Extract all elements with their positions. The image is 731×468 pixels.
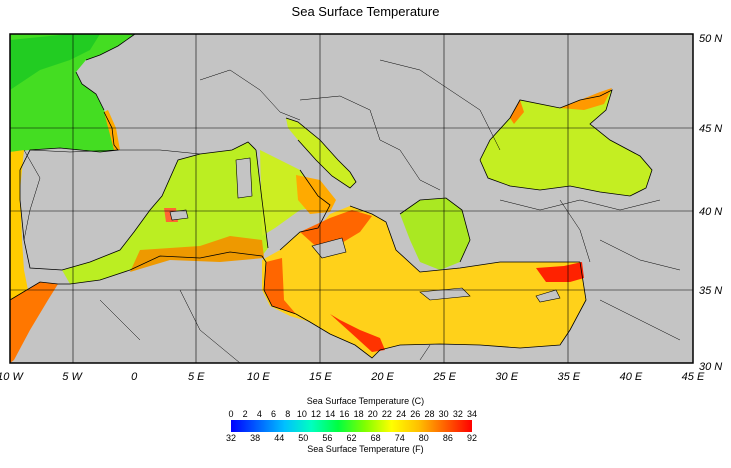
legend-colorbar — [231, 420, 472, 432]
legend-celsius-tick: 8 — [285, 409, 290, 419]
legend-celsius-tick: 6 — [271, 409, 276, 419]
lon-tick-label: 30 E — [495, 371, 518, 383]
legend-celsius-tick: 12 — [311, 409, 321, 419]
lon-tick-label: 45 E — [682, 371, 705, 383]
cyprus — [535, 289, 561, 303]
aegean-sea — [400, 198, 470, 270]
gulf-of-sidra — [330, 314, 385, 352]
lon-tick-label: 25 E — [432, 371, 456, 383]
legend-celsius-tick: 4 — [257, 409, 262, 419]
crete — [419, 287, 471, 301]
legend-celsius-tick: 2 — [243, 409, 248, 419]
map-area — [10, 34, 693, 363]
lon-tick-label: 10 W — [0, 371, 24, 383]
legend-fahrenheit-tick: 92 — [467, 433, 477, 443]
ionian-warm-band — [300, 210, 372, 250]
legend-fahrenheit-tick: 56 — [322, 433, 332, 443]
lat-tick-label: 30 N — [699, 361, 722, 373]
lat-tick-label: 45 N — [699, 123, 722, 135]
legend-title-celsius: Sea Surface Temperature (C) — [306, 396, 425, 406]
legend-celsius-tick: 14 — [325, 409, 335, 419]
graticule — [10, 34, 693, 363]
map-frame — [9, 33, 694, 364]
black-sea — [480, 90, 652, 196]
legend-celsius-tick: 22 — [382, 409, 392, 419]
legend-fahrenheit-tick: 50 — [298, 433, 308, 443]
latitude-ticks: 50 N 45 N 40 N 35 N 30 N — [699, 33, 722, 373]
balearic-islands — [169, 209, 189, 221]
corsica-sardinia — [235, 157, 253, 199]
legend-fahrenheit-tick: 32 — [226, 433, 236, 443]
tyrrhenian-south — [296, 175, 336, 214]
lat-tick-label: 40 N — [699, 206, 722, 218]
legend-fahrenheit-tick: 44 — [274, 433, 284, 443]
legend-celsius-tick: 10 — [297, 409, 307, 419]
adriatic-sea — [286, 118, 356, 188]
legend-celsius-tick: 0 — [228, 409, 233, 419]
legend-fahrenheit-ticks: 32 38 44 50 56 62 68 74 80 86 92 — [226, 433, 477, 443]
atlantic-far-north — [10, 34, 100, 90]
legend-fahrenheit-tick: 38 — [250, 433, 260, 443]
legend-celsius-tick: 20 — [368, 409, 378, 419]
lon-tick-label: 40 E — [620, 371, 643, 383]
legend-celsius-ticks: 0 2 4 6 8 10 12 14 16 18 20 22 24 26 28 30 32 34 — [228, 409, 477, 419]
black-sea-nw-warm — [510, 100, 524, 124]
legend-fahrenheit-tick: 62 — [346, 433, 356, 443]
legend-fahrenheit-tick: 68 — [371, 433, 381, 443]
lon-tick-label: 15 E — [309, 371, 332, 383]
lon-tick-label: 0 — [131, 371, 138, 383]
lon-tick-label: 5 E — [188, 371, 205, 383]
lon-tick-label: 10 E — [247, 371, 270, 383]
legend-celsius-tick: 34 — [467, 409, 477, 419]
legend-title-fahrenheit: Sea Surface Temperature (F) — [307, 444, 424, 454]
lon-tick-label: 5 W — [62, 371, 83, 383]
coastlines — [10, 34, 653, 359]
lon-tick-label: 20 E — [370, 371, 394, 383]
lat-tick-label: 35 N — [699, 285, 722, 297]
legend-celsius-tick: 30 — [439, 409, 449, 419]
legend-fahrenheit-tick: 86 — [443, 433, 453, 443]
legend-celsius-tick: 16 — [339, 409, 349, 419]
sicily — [311, 237, 347, 259]
legend-celsius-tick: 24 — [396, 409, 406, 419]
atlantic-morocco — [10, 282, 58, 363]
map-title: Sea Surface Temperature — [291, 4, 440, 19]
legend-fahrenheit-tick: 74 — [395, 433, 405, 443]
legend-celsius-tick: 32 — [453, 409, 463, 419]
legend-celsius-tick: 18 — [354, 409, 364, 419]
levant-hotspot — [536, 262, 584, 282]
lon-tick-label: 35 E — [557, 371, 580, 383]
longitude-ticks: 10 W 5 W 0 5 E 10 E 15 E 20 E 25 E 30 E 35 E 40 E 4… — [0, 371, 705, 383]
borders — [23, 59, 681, 363]
legend-celsius-tick: 28 — [424, 409, 434, 419]
legend-fahrenheit-tick: 80 — [419, 433, 429, 443]
legend-celsius-tick: 26 — [410, 409, 420, 419]
algeria-coast-waters — [130, 236, 264, 272]
tunisia-warm-coast — [264, 258, 296, 314]
tyrrhenian-sea — [260, 150, 330, 236]
lat-tick-label: 50 N — [699, 33, 722, 45]
